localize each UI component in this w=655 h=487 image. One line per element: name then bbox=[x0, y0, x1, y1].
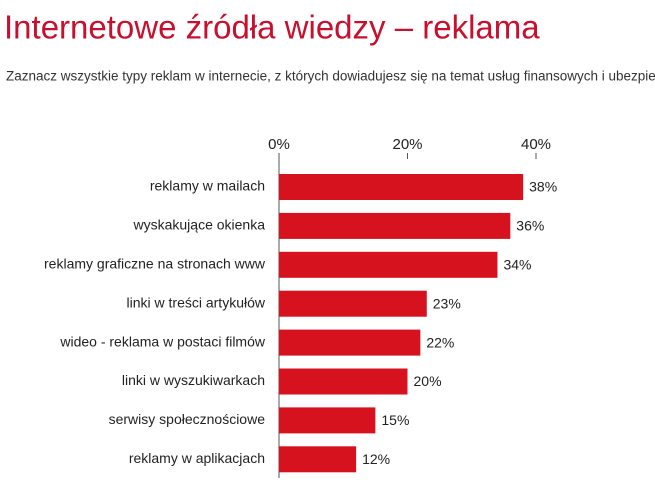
x-tick-label: 20% bbox=[392, 136, 422, 153]
bar bbox=[279, 212, 511, 239]
bar bbox=[279, 174, 524, 200]
value-label: 12% bbox=[362, 451, 390, 467]
bar bbox=[279, 407, 376, 434]
value-label: 15% bbox=[381, 412, 409, 428]
bar bbox=[279, 290, 427, 317]
value-label: 20% bbox=[414, 373, 442, 389]
value-label: 22% bbox=[426, 334, 454, 350]
chart-title: Internetowe źródła wiedzy – reklama bbox=[4, 9, 540, 46]
category-label: linki w treści artykułów bbox=[127, 294, 266, 310]
category-label: reklamy w mailach bbox=[150, 178, 265, 194]
x-tick-label: 40% bbox=[521, 136, 551, 153]
value-label: 38% bbox=[529, 179, 557, 195]
category-label: serwisy społecznościowe bbox=[109, 411, 266, 427]
value-label: 34% bbox=[503, 257, 531, 273]
bar bbox=[279, 446, 357, 473]
bar bbox=[279, 329, 421, 356]
bar bbox=[279, 251, 498, 278]
category-label: reklamy w aplikacjach bbox=[129, 450, 265, 466]
category-label: linki w wyszukiwarkach bbox=[122, 372, 265, 388]
bar bbox=[279, 368, 408, 395]
value-label: 23% bbox=[433, 295, 461, 311]
category-label: wyskakujące okienka bbox=[132, 217, 265, 233]
category-label: wideo - reklama w postaci filmów bbox=[59, 333, 266, 349]
x-tick-label: 0% bbox=[268, 136, 290, 153]
value-label: 36% bbox=[516, 218, 544, 234]
chart-subtitle: Zaznacz wszystkie typy reklam w internec… bbox=[6, 69, 655, 84]
category-label: reklamy graficzne na stronach www bbox=[44, 256, 266, 272]
